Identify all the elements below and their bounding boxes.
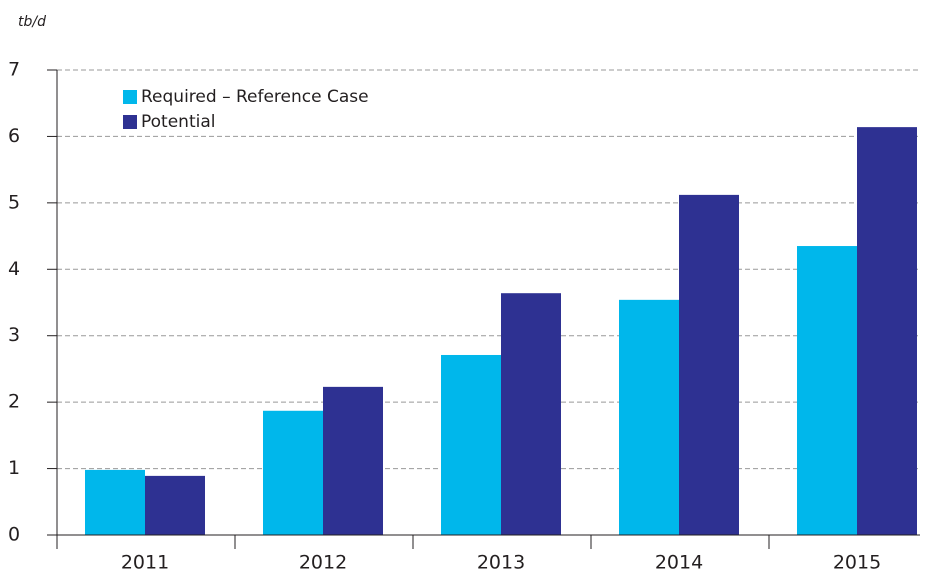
x-tick-label: 2012 xyxy=(299,552,347,574)
legend-swatch xyxy=(123,90,137,104)
y-tick-label: 7 xyxy=(8,59,20,81)
y-tick-label: 3 xyxy=(8,324,20,346)
bar xyxy=(619,299,679,535)
y-tick-label: 4 xyxy=(8,258,20,280)
y-tick-label: 6 xyxy=(8,125,20,147)
unit-label: tb/d xyxy=(18,14,46,30)
x-tick-label: 2011 xyxy=(121,552,169,574)
bar xyxy=(85,469,145,535)
legend-swatch xyxy=(123,115,137,129)
legend-label: Required – Reference Case xyxy=(141,87,369,107)
bar xyxy=(441,354,501,535)
bar xyxy=(263,410,323,535)
y-tick-label: 1 xyxy=(8,457,20,479)
bar xyxy=(501,293,561,535)
y-tick-label: 2 xyxy=(8,391,20,413)
legend-label: Potential xyxy=(141,112,215,132)
bar xyxy=(857,127,917,535)
bar xyxy=(797,246,857,536)
y-tick-label: 5 xyxy=(8,191,20,213)
bar xyxy=(145,475,205,535)
x-tick-label: 2013 xyxy=(477,552,525,574)
x-tick-label: 2015 xyxy=(833,552,881,574)
x-tick-label: 2014 xyxy=(655,552,703,574)
bar xyxy=(323,386,383,535)
bar xyxy=(679,194,739,535)
y-tick-label: 0 xyxy=(8,524,20,546)
